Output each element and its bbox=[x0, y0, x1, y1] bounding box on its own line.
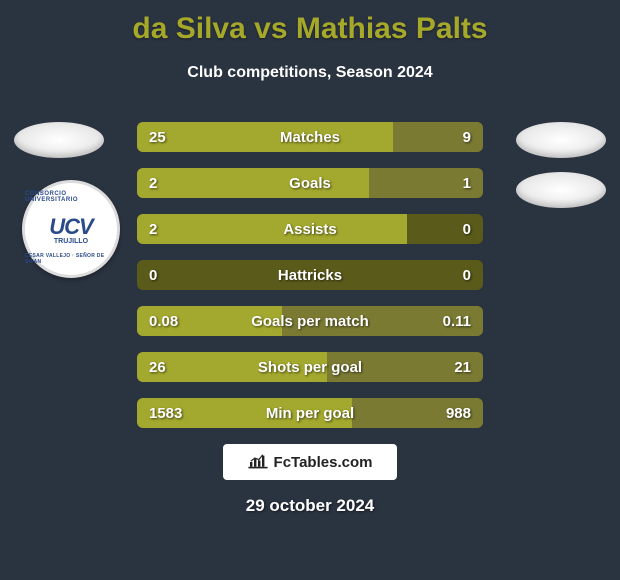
stat-bars-container: Matches259Goals21Assists20Hattricks00Goa… bbox=[137, 122, 483, 428]
footer-brand-text: FcTables.com bbox=[274, 454, 373, 471]
player-right-badge2-icon bbox=[516, 172, 606, 208]
stat-row: Min per goal1583988 bbox=[137, 398, 483, 428]
page-title: da Silva vs Mathias Palts bbox=[0, 0, 620, 46]
club-logo-top-arc: CONSORCIO UNIVERSITARIO bbox=[25, 191, 117, 203]
player-right-badge1-icon bbox=[516, 122, 606, 158]
player-left-badge-icon bbox=[14, 122, 104, 158]
stat-bar-right bbox=[282, 306, 483, 336]
stat-value-right: 0 bbox=[463, 214, 471, 244]
stat-row: Goals21 bbox=[137, 168, 483, 198]
club-logo-main: UCV bbox=[49, 214, 92, 240]
stat-bar-left bbox=[137, 306, 282, 336]
stat-bar-right bbox=[369, 168, 483, 198]
stat-bar-left bbox=[137, 214, 407, 244]
club-logo-icon: CONSORCIO UNIVERSITARIO UCV TRUJILLO CES… bbox=[22, 180, 120, 278]
stat-bar-left bbox=[137, 168, 369, 198]
stat-label: Hattricks bbox=[137, 260, 483, 290]
stat-bar-right bbox=[352, 398, 483, 428]
stat-bar-left bbox=[137, 122, 393, 152]
stat-row: Goals per match0.080.11 bbox=[137, 306, 483, 336]
footer-brand[interactable]: FcTables.com bbox=[223, 444, 397, 480]
comparison-content: CONSORCIO UNIVERSITARIO UCV TRUJILLO CES… bbox=[0, 122, 620, 428]
footer-date: 29 october 2024 bbox=[0, 496, 620, 516]
stat-row: Hattricks0 0 bbox=[137, 260, 483, 290]
stat-bar-right bbox=[327, 352, 483, 382]
stat-row: Assists20 bbox=[137, 214, 483, 244]
stat-row: Shots per goal2621 bbox=[137, 352, 483, 382]
bar-chart-icon bbox=[248, 454, 268, 470]
stat-bar-left bbox=[137, 352, 327, 382]
stat-row: Matches259 bbox=[137, 122, 483, 152]
page-subtitle: Club competitions, Season 2024 bbox=[0, 64, 620, 82]
stat-value-right: 0 bbox=[463, 260, 471, 290]
stat-value-left: 0 bbox=[149, 260, 157, 290]
stat-bar-right bbox=[393, 122, 483, 152]
club-logo-bottom-arc: CESAR VALLEJO · SEÑOR DE SIPAN bbox=[25, 253, 117, 265]
club-logo-sub: TRUJILLO bbox=[54, 238, 88, 245]
stat-bar-left bbox=[137, 398, 352, 428]
